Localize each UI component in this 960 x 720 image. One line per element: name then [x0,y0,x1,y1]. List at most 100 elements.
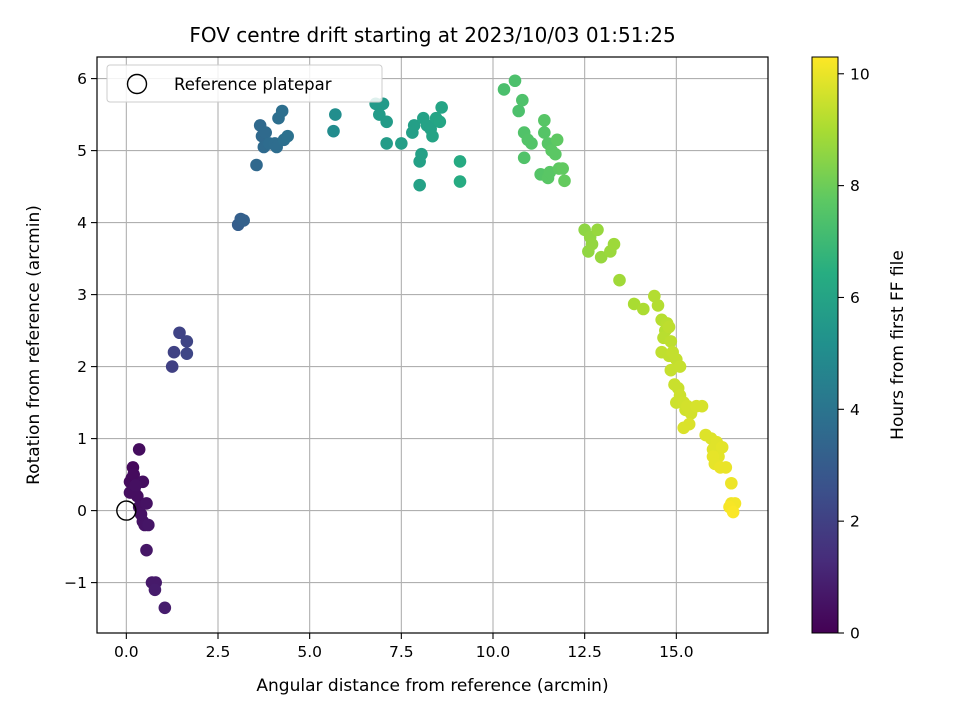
legend-marker-reference [126,73,148,95]
data-point [651,299,665,312]
colorbar-tick-label: 8 [850,177,860,195]
data-point [129,479,142,492]
y-axis-ticks: −1 0 1 2 3 4 5 6 [64,70,97,592]
x-tick-label: 15.0 [659,643,694,661]
y-tick-label: 6 [77,70,87,88]
x-tick-label: 12.5 [567,643,602,661]
data-point [453,155,467,168]
x-tick-label: 0.0 [114,643,139,661]
colorbar-ticks: 0 2 4 6 8 10 [838,65,870,643]
data-point [585,237,599,251]
data-point [556,162,569,175]
colorbar-tick-label: 6 [850,289,860,307]
colorbar-gradient [811,56,839,634]
data-point [142,518,155,532]
data-point [132,443,146,456]
data-point [395,137,408,150]
data-point [613,273,626,287]
colorbar-title: Hours from first FF file [888,250,908,440]
data-point [525,137,538,150]
y-tick-label: 3 [77,286,87,304]
data-point [594,250,608,264]
x-tick-label: 10.0 [476,643,511,661]
data-point [327,124,340,138]
y-tick-label: 5 [77,142,87,160]
data-point [508,74,522,88]
grid-lines [97,57,768,633]
colorbar-tick-label: 2 [850,513,860,531]
data-point [380,115,393,129]
data-point [127,468,140,481]
y-tick-label: 1 [77,430,87,448]
data-point [329,108,342,121]
data-point [426,129,439,143]
data-point [607,237,621,251]
x-tick-label: 7.5 [389,643,414,661]
plot-frame [96,56,769,634]
data-point [512,104,525,118]
data-point [664,335,678,348]
y-tick-label: −1 [64,574,87,592]
data-point [250,158,263,172]
x-tick-label: 5.0 [297,643,322,661]
data-point [407,119,421,132]
data-point [140,497,153,510]
legend-label-reference: Reference platepar [174,75,332,94]
reference-platepar-marker [116,500,137,521]
data-point [167,345,181,359]
data-point [180,335,194,348]
data-point [435,101,448,114]
data-point [433,115,447,129]
data-point [237,214,250,227]
data-point [180,347,194,360]
chart-title: FOV centre drift starting at 2023/10/03 … [189,23,675,47]
data-point [662,320,676,334]
x-tick-label: 2.5 [206,643,231,661]
data-point [517,151,531,165]
data-point [158,601,172,615]
data-point [516,93,529,107]
data-point [453,175,467,188]
data-point [549,147,562,161]
data-point [259,126,272,139]
y-tick-label: 0 [77,502,87,520]
colorbar: 0 2 4 6 8 10 Hours from first FF file [811,56,908,643]
data-point [637,302,650,316]
colorbar-tick-label: 4 [850,401,860,419]
x-axis-ticks: 0.0 2.5 5.0 7.5 10.0 12.5 15.0 [114,633,694,661]
data-point [275,104,289,118]
data-point [140,543,153,557]
scatter-points [123,74,742,615]
data-point [719,461,733,474]
data-point [677,421,690,435]
data-point [715,440,729,454]
data-point [148,583,162,597]
reference-marker [116,500,137,521]
data-point [627,297,641,311]
x-axis-title: Angular distance from reference (arcmin) [256,676,608,696]
data-point [725,476,738,490]
data-point [497,83,511,96]
data-point [380,137,393,150]
data-point [695,399,709,413]
data-point [591,223,604,237]
data-point [726,505,740,519]
y-tick-label: 2 [77,358,87,376]
data-point [538,126,551,139]
colorbar-tick-label: 0 [850,625,860,643]
y-tick-label: 4 [77,214,87,232]
data-point [664,363,678,377]
y-axis-title: Rotation from reference (arcmin) [24,205,44,485]
colorbar-tick-label: 10 [850,65,870,83]
data-point [281,129,294,143]
data-point [165,360,179,373]
data-point [173,326,186,340]
data-point [558,174,571,188]
data-point [538,114,551,127]
legend-box [106,64,383,103]
legend: Reference platepar [106,64,383,103]
data-point [550,133,564,147]
data-point [415,147,428,161]
data-point [413,178,426,192]
